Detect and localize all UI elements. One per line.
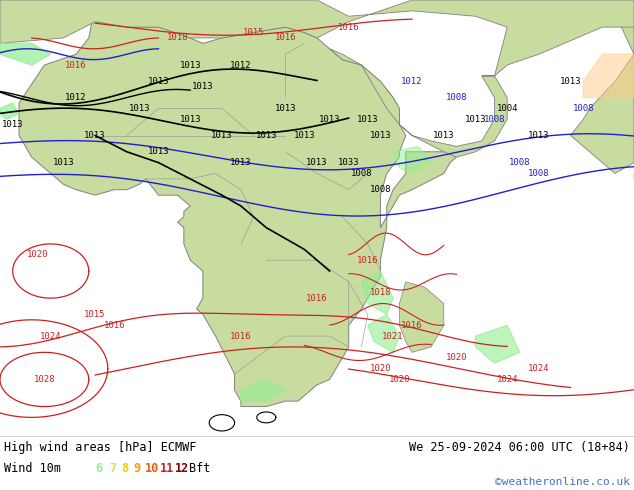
Text: ©weatheronline.co.uk: ©weatheronline.co.uk <box>495 477 630 487</box>
Text: 1013: 1013 <box>306 158 328 167</box>
Text: 8: 8 <box>121 462 128 475</box>
Text: 9: 9 <box>133 462 140 475</box>
Text: 1016: 1016 <box>230 332 252 341</box>
Polygon shape <box>0 0 634 76</box>
Text: 1013: 1013 <box>294 131 315 140</box>
Text: 1008: 1008 <box>351 169 372 178</box>
Polygon shape <box>19 22 456 407</box>
Text: 1016: 1016 <box>401 321 423 330</box>
Text: 1013: 1013 <box>148 147 169 156</box>
Text: 1013: 1013 <box>129 104 150 113</box>
Text: 1015: 1015 <box>84 310 106 319</box>
Text: 1013: 1013 <box>148 77 169 86</box>
Text: 10: 10 <box>145 462 159 475</box>
Text: 1013: 1013 <box>256 131 277 140</box>
Text: 1013: 1013 <box>357 115 378 124</box>
Text: 1016: 1016 <box>338 23 359 31</box>
Text: 1013: 1013 <box>465 115 486 124</box>
Polygon shape <box>583 54 634 98</box>
Text: 1021: 1021 <box>382 332 404 341</box>
Text: 1016: 1016 <box>65 61 87 70</box>
Text: 6: 6 <box>95 462 102 475</box>
Text: 1008: 1008 <box>370 185 391 194</box>
Text: 1013: 1013 <box>275 104 296 113</box>
Text: 1013: 1013 <box>179 115 201 124</box>
Text: 1013: 1013 <box>230 158 252 167</box>
Text: 1013: 1013 <box>560 77 581 86</box>
Text: 1016: 1016 <box>275 33 296 43</box>
Text: 11: 11 <box>160 462 174 475</box>
Text: 1013: 1013 <box>319 115 340 124</box>
Polygon shape <box>241 379 285 401</box>
Text: 7: 7 <box>109 462 116 475</box>
Text: Bft: Bft <box>189 462 210 475</box>
Text: 1028: 1028 <box>34 375 55 384</box>
Polygon shape <box>361 271 393 315</box>
Text: 1013: 1013 <box>370 131 391 140</box>
Text: Wind 10m: Wind 10m <box>4 462 61 475</box>
Text: High wind areas [hPa] ECMWF: High wind areas [hPa] ECMWF <box>4 441 197 454</box>
Polygon shape <box>476 325 520 363</box>
Text: 1013: 1013 <box>179 61 201 70</box>
Text: 1016: 1016 <box>103 321 125 330</box>
Text: We 25-09-2024 06:00 UTC (18+84): We 25-09-2024 06:00 UTC (18+84) <box>409 441 630 454</box>
Polygon shape <box>368 315 399 352</box>
Polygon shape <box>399 282 444 352</box>
Text: 1013: 1013 <box>528 131 550 140</box>
Text: 1013: 1013 <box>433 131 455 140</box>
Text: 1020: 1020 <box>370 364 391 373</box>
Text: 1013: 1013 <box>211 131 233 140</box>
Text: 1020: 1020 <box>446 353 467 362</box>
Text: 12: 12 <box>175 462 190 475</box>
Polygon shape <box>330 49 507 157</box>
Polygon shape <box>0 44 51 65</box>
Polygon shape <box>507 0 634 173</box>
Text: 1016: 1016 <box>306 294 328 303</box>
Text: 1013: 1013 <box>84 131 106 140</box>
Text: 1008: 1008 <box>446 93 467 102</box>
Text: 1013: 1013 <box>53 158 74 167</box>
Text: 1004: 1004 <box>496 104 518 113</box>
Text: 1012: 1012 <box>230 61 252 70</box>
Text: 1018: 1018 <box>167 33 188 43</box>
Text: 1020: 1020 <box>389 375 410 384</box>
Text: 1024: 1024 <box>496 375 518 384</box>
Text: 1008: 1008 <box>484 115 505 124</box>
Text: 1024: 1024 <box>528 364 550 373</box>
Text: 1008: 1008 <box>528 169 550 178</box>
Text: 1013: 1013 <box>2 120 23 129</box>
Text: 1008: 1008 <box>573 104 594 113</box>
Text: 1008: 1008 <box>509 158 531 167</box>
Polygon shape <box>393 147 431 173</box>
Text: 1020: 1020 <box>27 250 49 259</box>
Text: 1013: 1013 <box>192 82 214 91</box>
Text: 1016: 1016 <box>357 256 378 265</box>
Polygon shape <box>0 103 19 119</box>
Text: 1012: 1012 <box>65 93 87 102</box>
Text: 1018: 1018 <box>370 288 391 297</box>
Text: 1033: 1033 <box>338 158 359 167</box>
Text: 1012: 1012 <box>401 77 423 86</box>
Text: 1015: 1015 <box>243 28 264 37</box>
Text: 1024: 1024 <box>40 332 61 341</box>
